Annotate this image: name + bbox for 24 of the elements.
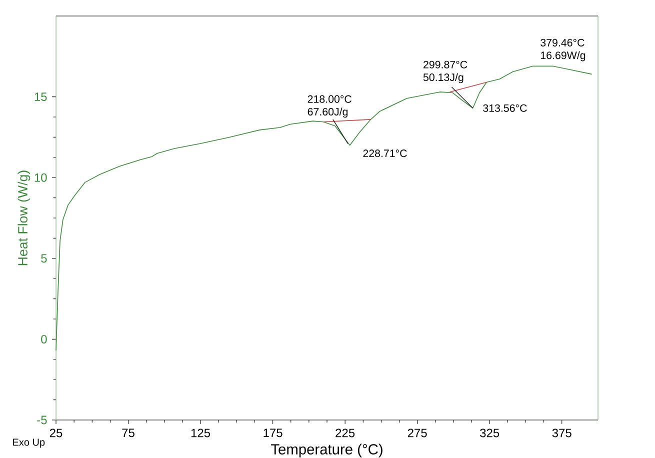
- y-tick-label: 0: [41, 334, 47, 344]
- x-tick-label: 225: [336, 428, 355, 438]
- y-tick-label: 5: [41, 254, 47, 263]
- y-axis-title: Heat Flow (W/g): [18, 170, 30, 266]
- annotation: 50.13J/g: [423, 73, 464, 84]
- annotation: 16.69W/g: [540, 51, 586, 62]
- annotation: 379.46°C: [540, 38, 584, 46]
- annotation: 218.00°C: [308, 95, 352, 103]
- x-tick-label: 275: [408, 428, 427, 438]
- x-tick-label: 25: [50, 428, 62, 438]
- x-axis-title: Temperature (°C): [271, 444, 382, 458]
- y-tick-label: -5: [37, 416, 47, 424]
- x-tick-label: 75: [122, 428, 134, 438]
- annotation: 67.60J/g: [308, 108, 348, 118]
- annotation: 228.71°C: [363, 150, 407, 158]
- x-tick-label: 375: [552, 428, 572, 438]
- annotation: 313.56°C: [483, 104, 527, 112]
- x-tick-label: 325: [480, 428, 500, 438]
- annotation: 299.87°C: [424, 60, 468, 68]
- x-tick-label: 125: [191, 428, 210, 438]
- text: Exo Up: [13, 438, 45, 448]
- y-tick-label: 10: [34, 173, 47, 182]
- x-tick-label: 175: [264, 428, 282, 438]
- y-tick-label: 15: [34, 92, 47, 101]
